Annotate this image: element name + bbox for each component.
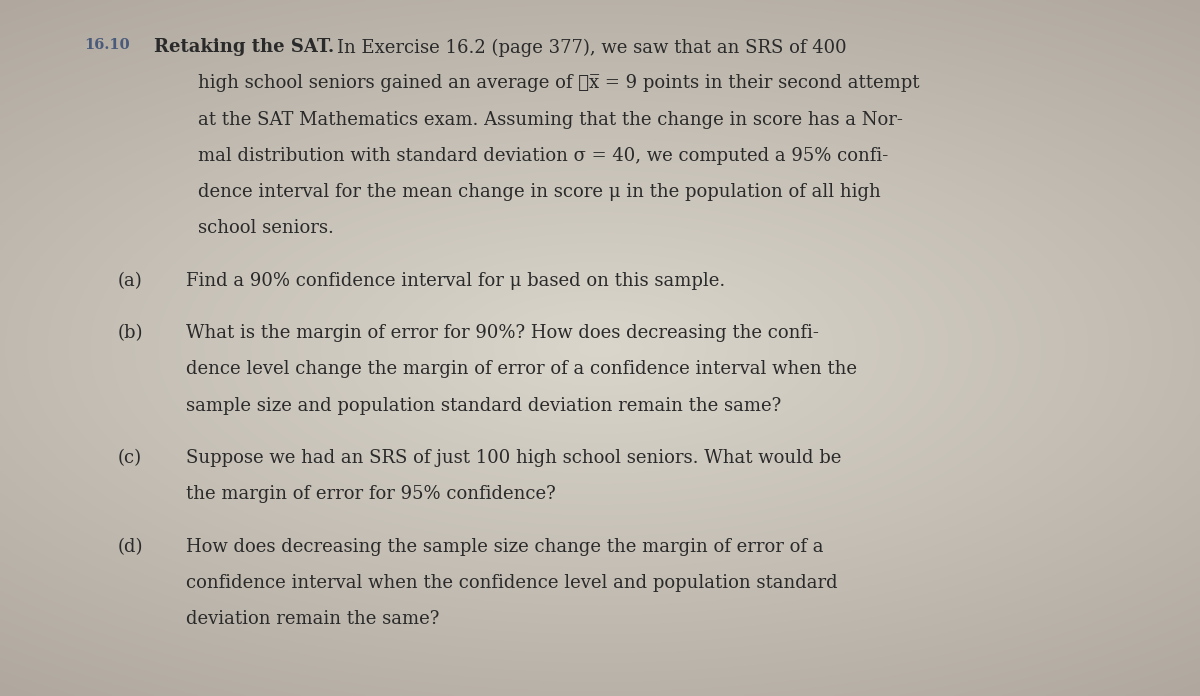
Text: (c): (c) — [118, 449, 142, 467]
Text: (d): (d) — [118, 538, 143, 555]
Text: (b): (b) — [118, 324, 143, 342]
Text: at the SAT Mathematics exam. Assuming that the change in score has a Nor-: at the SAT Mathematics exam. Assuming th… — [198, 111, 902, 129]
Text: dence interval for the mean change in score μ in the population of all high: dence interval for the mean change in sc… — [198, 183, 881, 201]
Text: dence level change the margin of error of a confidence interval when the: dence level change the margin of error o… — [186, 361, 857, 379]
Text: What is the margin of error for 90%? How does decreasing the confi-: What is the margin of error for 90%? How… — [186, 324, 818, 342]
Text: deviation remain the same?: deviation remain the same? — [186, 610, 439, 628]
Text: How does decreasing the sample size change the margin of error of a: How does decreasing the sample size chan… — [186, 538, 823, 555]
Text: Suppose we had an SRS of just 100 high school seniors. What would be: Suppose we had an SRS of just 100 high s… — [186, 449, 841, 467]
Text: (a): (a) — [118, 271, 143, 290]
Text: school seniors.: school seniors. — [198, 219, 334, 237]
Text: the margin of error for 95% confidence?: the margin of error for 95% confidence? — [186, 485, 556, 503]
Text: 16.10: 16.10 — [84, 38, 130, 52]
Text: Find a 90% confidence interval for μ based on this sample.: Find a 90% confidence interval for μ bas… — [186, 271, 725, 290]
Text: sample size and population standard deviation remain the same?: sample size and population standard devi… — [186, 397, 781, 415]
Text: Retaking the SAT.: Retaking the SAT. — [154, 38, 334, 56]
Text: mal distribution with standard deviation σ = 40, we computed a 95% confi-: mal distribution with standard deviation… — [198, 147, 888, 165]
Text: high school seniors gained an average of ͝x̅ = 9 points in their second attempt: high school seniors gained an average of… — [198, 74, 919, 93]
Text: In Exercise 16.2 (page 377), we saw that an SRS of 400: In Exercise 16.2 (page 377), we saw that… — [337, 38, 847, 56]
Text: confidence interval when the confidence level and population standard: confidence interval when the confidence … — [186, 574, 838, 592]
